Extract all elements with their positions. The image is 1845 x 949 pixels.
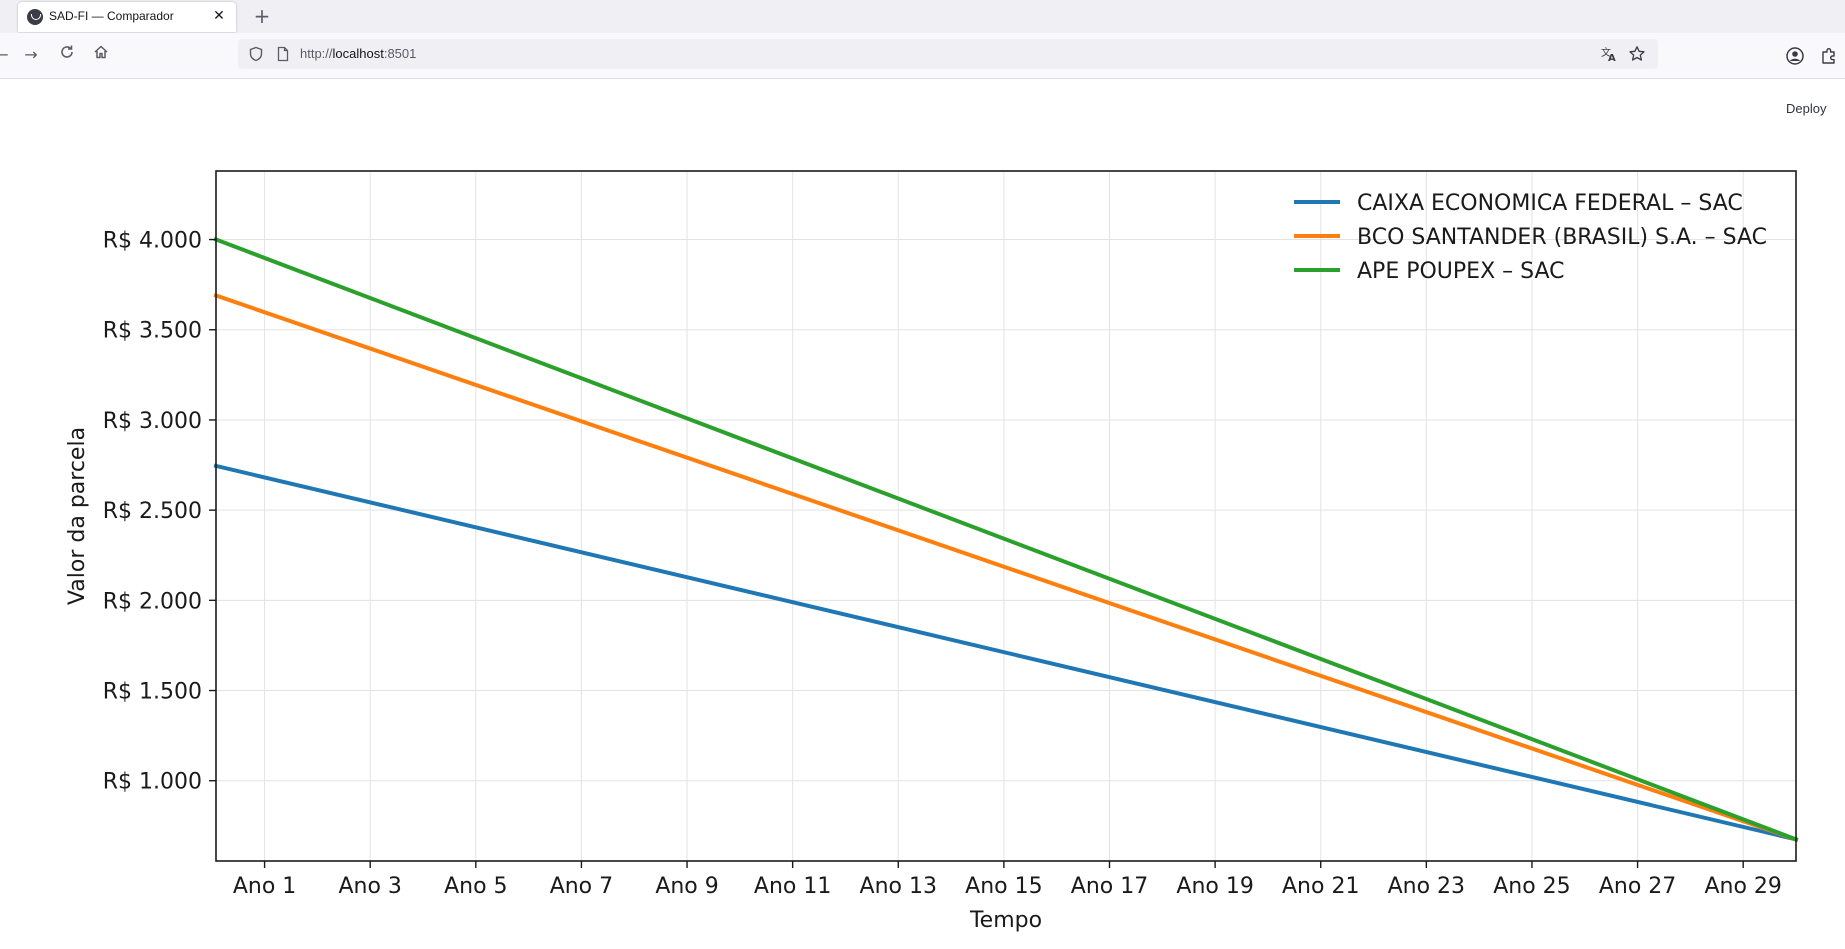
streamlit-favicon-icon [27, 9, 43, 25]
legend-label: APE POUPEX – SAC [1357, 259, 1565, 284]
translate-icon[interactable]: 文A [1600, 45, 1618, 63]
x-tick-label: Ano 21 [1282, 874, 1359, 899]
y-tick-label: R$ 3.000 [103, 409, 202, 434]
grid-lines [216, 171, 1796, 861]
x-tick-label: Ano 29 [1704, 874, 1781, 899]
y-tick-label: R$ 2.000 [103, 589, 202, 614]
line-chart: Ano 1 Ano 3 Ano 5 Ano 7 Ano 9 Ano 11 Ano 13 Ano… [65, 170, 1799, 933]
svg-text:文: 文 [1601, 46, 1611, 59]
y-tick-label: R$ 2.500 [103, 499, 202, 524]
series-line-1 [213, 463, 1799, 842]
x-tick-label: Ano 1 [233, 874, 296, 899]
x-tick-label: Ano 25 [1493, 874, 1570, 899]
x-tick-label: Ano 23 [1388, 874, 1465, 899]
tab-title: SAD-FI — Comparador [49, 9, 174, 23]
x-tick-label: Ano 17 [1071, 874, 1148, 899]
reload-icon[interactable] [55, 43, 79, 67]
x-tick-label: Ano 27 [1599, 874, 1676, 899]
x-tick-label: Ano 13 [860, 874, 937, 899]
x-axis-ticks: Ano 1 Ano 3 Ano 5 Ano 7 Ano 9 Ano 11 Ano 13 Ano… [233, 861, 1782, 899]
new-tab-icon[interactable]: + [253, 4, 271, 28]
browser-tab-bar: SAD-FI — Comparador ✕ + [0, 0, 1845, 33]
plot-frame [215, 170, 1797, 862]
home-icon[interactable] [89, 43, 113, 67]
x-tick-label: Ano 3 [338, 874, 401, 899]
series-line-3 [213, 236, 1799, 842]
extensions-icon[interactable] [1819, 46, 1839, 66]
forward-arrow-icon[interactable]: → [24, 45, 38, 64]
x-tick-label: Ano 7 [550, 874, 613, 899]
chart-legend: CAIXA ECONOMICA FEDERAL – SAC BCO SANTAND… [1294, 191, 1767, 284]
x-axis-label: Tempo [969, 908, 1042, 933]
close-tab-icon[interactable]: ✕ [213, 8, 225, 24]
deploy-button[interactable]: Deploy [1786, 101, 1827, 116]
y-tick-label: R$ 4.000 [103, 229, 202, 254]
bookmark-star-icon[interactable] [1628, 45, 1646, 63]
series-line-2 [213, 292, 1799, 842]
svg-text:A: A [1608, 53, 1616, 63]
x-tick-label: Ano 5 [444, 874, 507, 899]
y-tick-label: R$ 3.500 [103, 319, 202, 344]
browser-tab[interactable]: SAD-FI — Comparador ✕ [18, 2, 236, 32]
back-arrow-icon[interactable]: ← [0, 45, 9, 64]
y-axis-ticks: R$ 1.000 R$ 1.500 R$ 2.000 R$ 2.500 R$ 3.000… [103, 229, 216, 795]
y-axis-label: Valor da parcela [65, 427, 90, 605]
legend-label: BCO SANTANDER (BRASIL) S.A. – SAC [1357, 225, 1767, 250]
x-tick-label: Ano 9 [655, 874, 718, 899]
x-tick-label: Ano 15 [965, 874, 1042, 899]
y-tick-label: R$ 1.000 [103, 770, 202, 795]
url-text[interactable]: http://localhost:8501 [300, 46, 417, 61]
x-tick-label: Ano 11 [754, 874, 831, 899]
x-tick-label: Ano 19 [1176, 874, 1253, 899]
y-tick-label: R$ 1.500 [103, 680, 202, 705]
account-icon[interactable] [1785, 46, 1805, 66]
payment-comparison-chart: Ano 1 Ano 3 Ano 5 Ano 7 Ano 9 Ano 11 Ano 13 Ano… [0, 140, 1845, 949]
series-lines [213, 236, 1799, 842]
legend-label: CAIXA ECONOMICA FEDERAL – SAC [1357, 191, 1743, 216]
tracking-shield-icon[interactable] [248, 46, 264, 62]
page-info-icon[interactable] [275, 46, 291, 62]
